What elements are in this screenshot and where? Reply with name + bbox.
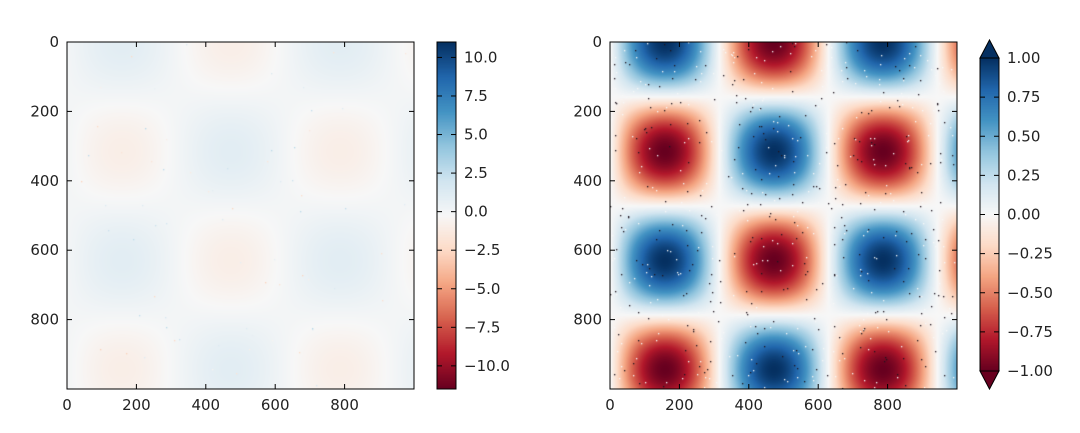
colorbar-tick-label: 0.00	[1007, 206, 1040, 224]
left-axes: 0 200 400 600 800 0 200 400 600 800	[30, 33, 414, 414]
x-tick-label: 200	[665, 396, 694, 414]
x-tick-label: 0	[62, 396, 72, 414]
left-colorbar	[437, 42, 456, 389]
y-tick-label: 400	[573, 172, 602, 190]
colorbar-tick-label: 1.00	[1007, 49, 1040, 67]
colorbar-tick-label: −0.50	[1007, 284, 1053, 302]
y-tick-label: 800	[30, 311, 59, 329]
colorbar-tick-label: −10.0	[464, 357, 510, 375]
y-tick-label: 200	[573, 102, 602, 120]
right-heatmap	[610, 42, 957, 389]
x-tick-label: 400	[734, 396, 763, 414]
right-plot-frame	[609, 41, 958, 390]
colorbar-tick-label: −5.0	[464, 280, 500, 298]
x-tick-label: 800	[873, 396, 902, 414]
left-panel: 0 200 400 600 800 0 200 400 600 800 10.0 7.5 5.0 2.5…	[30, 33, 510, 414]
y-tick-label: 400	[30, 172, 59, 190]
colorbar-tick-label: 2.5	[464, 164, 488, 182]
colorbar-tick-label: −1.00	[1007, 362, 1053, 380]
y-tick-label: 600	[30, 241, 59, 259]
colorbar-tick-label: 5.0	[464, 126, 488, 144]
left-colorbar-frame	[436, 41, 457, 390]
y-tick-label: 0	[592, 33, 602, 51]
colorbar-tick-label: −7.5	[464, 318, 500, 336]
colorbar-tick-label: 0.50	[1007, 127, 1040, 145]
x-tick-label: 400	[191, 396, 220, 414]
right-colorbar-extend-bottom	[979, 370, 1000, 391]
right-axes: 0 200 400 600 800 0 200 400 600 800	[573, 33, 957, 414]
x-tick-label: 800	[330, 396, 359, 414]
x-tick-label: 600	[261, 396, 290, 414]
y-tick-label: 0	[49, 33, 59, 51]
colorbar-tick-label: −0.25	[1007, 245, 1053, 263]
left-heatmap	[67, 42, 414, 389]
colorbar-tick-label: 0.25	[1007, 166, 1040, 184]
x-tick-label: 200	[122, 396, 151, 414]
y-tick-label: 600	[573, 241, 602, 259]
right-colorbar-extend-top	[979, 38, 1000, 59]
y-tick-label: 800	[573, 311, 602, 329]
colorbar-tick-label: −2.5	[464, 241, 500, 259]
colorbar-tick-label: 10.0	[464, 48, 497, 66]
left-plot-frame	[66, 41, 415, 390]
x-tick-label: 0	[605, 396, 615, 414]
right-panel: 0 200 400 600 800 0 200 400 600 800 1.00 0.75 0.50 0…	[573, 33, 1053, 414]
y-tick-label: 200	[30, 102, 59, 120]
colorbar-tick-label: −0.75	[1007, 323, 1053, 341]
left-colorbar-axis: 10.0 7.5 5.0 2.5 0.0 −2.5 −5.0 −7.5 −10.0	[437, 48, 510, 375]
x-tick-label: 600	[804, 396, 833, 414]
right-colorbar-axis: 1.00 0.75 0.50 0.25 0.00 −0.25 −0.50 −0.75 −1.00	[980, 49, 1053, 380]
colorbar-tick-label: 0.75	[1007, 88, 1040, 106]
colorbar-tick-label: 7.5	[464, 87, 488, 105]
colorbar-tick-label: 0.0	[464, 203, 488, 221]
